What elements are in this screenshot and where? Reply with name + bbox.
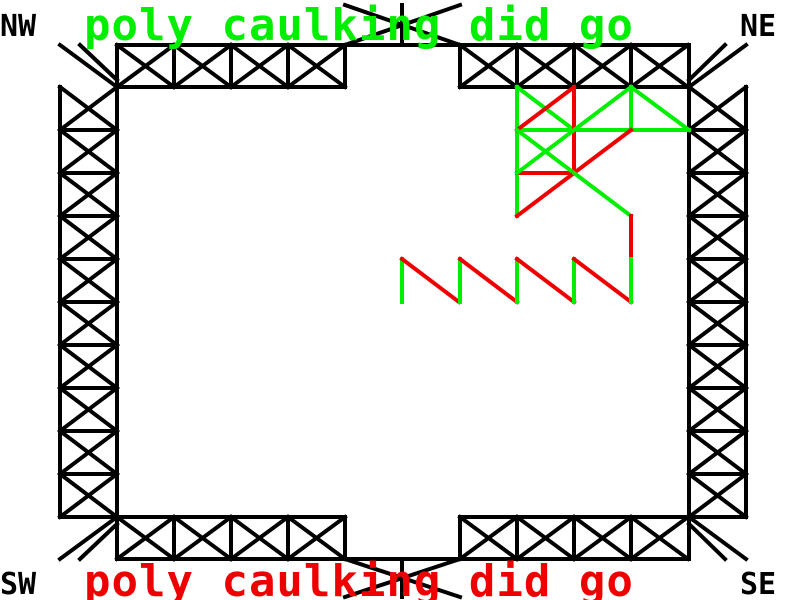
truss-bottom-brace [457, 514, 520, 562]
truss-right-brace [686, 385, 749, 434]
caulk-segment [628, 84, 692, 133]
bottom-message: poly caulking did go [84, 556, 634, 600]
corner-diagonal-ne [686, 42, 728, 83]
corner-label-nw: NW [0, 9, 37, 44]
truss-bottom-brace [628, 514, 691, 562]
truss-top-brace [228, 42, 291, 90]
caulk-zigzag [457, 256, 520, 305]
caulk-segment [514, 127, 577, 176]
truss-left-brace [57, 170, 120, 219]
truss-left-brace [57, 213, 120, 262]
corner-diagonal-se [686, 521, 728, 562]
truss-right-brace [686, 170, 749, 219]
truss-left-brace [57, 256, 120, 305]
truss-bottom-brace [171, 514, 234, 562]
truss-top-brace [628, 42, 691, 90]
caulk-segment [514, 84, 577, 133]
corner-label-ne: NE [740, 9, 776, 44]
truss-right-brace [686, 256, 749, 305]
truss-right-brace [686, 84, 749, 133]
truss-right-brace [686, 471, 749, 520]
corner-diagonal-ne [686, 42, 749, 90]
truss-left-brace [57, 471, 120, 520]
caulk-segment [571, 84, 634, 133]
truss-right-brace [686, 127, 749, 176]
truss-bottom-brace [285, 514, 348, 562]
truss-left-brace [57, 428, 120, 477]
caulking-pattern [399, 84, 692, 305]
truss-bottom-brace [228, 514, 291, 562]
corner-diagonal-se [686, 514, 749, 562]
corner-diagonal-sw [77, 521, 120, 562]
truss-bottom-brace [514, 514, 577, 562]
truss-top-brace [114, 42, 177, 90]
truss-left-brace [57, 385, 120, 434]
caulk-segment [514, 170, 577, 219]
truss-top-brace [514, 42, 577, 90]
corner-diagonal-nw [57, 42, 120, 90]
caulk-zigzag [399, 256, 462, 305]
truss-bottom-brace [114, 514, 177, 562]
corner-label-se: SE [740, 567, 776, 600]
truss-top-brace [171, 42, 234, 90]
truss-left-brace [57, 84, 120, 133]
truss-top-brace [571, 42, 634, 90]
truss-right-brace [686, 342, 749, 391]
caulk-zigzag [514, 256, 577, 305]
truss-right-brace [686, 299, 749, 348]
truss-bottom-brace [571, 514, 634, 562]
truss-top-brace [285, 42, 348, 90]
corner-label-sw: SW [0, 567, 37, 600]
truss-left-brace [57, 127, 120, 176]
corner-diagonal-sw [57, 514, 120, 562]
caulk-segment [571, 127, 634, 176]
top-message: poly caulking did go [84, 0, 634, 51]
caulk-segment [571, 170, 634, 219]
truss-left-brace [57, 299, 120, 348]
truss-frame [57, 2, 749, 600]
corner-diagonal-nw [77, 42, 120, 83]
truss-right-brace [686, 213, 749, 262]
caulk-zigzag [571, 256, 634, 305]
truss-left-brace [57, 342, 120, 391]
truss-top-brace [457, 42, 520, 90]
truss-right-brace [686, 428, 749, 477]
